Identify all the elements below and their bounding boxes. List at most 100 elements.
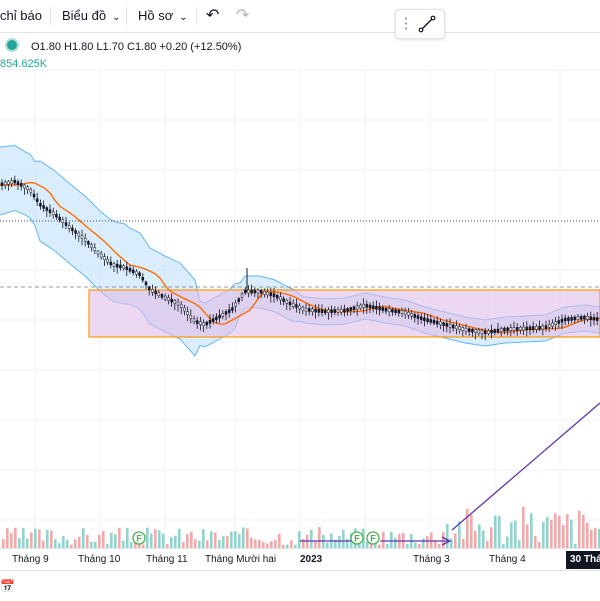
volume-bar [190,531,193,548]
candle-body [487,330,490,334]
candle-body [83,237,87,242]
candle-body [397,309,401,314]
candle-body [160,294,164,298]
volume-bar [122,540,125,548]
candle-body [407,311,410,316]
candle-body [48,209,52,213]
candle-body [592,316,596,321]
toolbar-divider [50,7,51,25]
candle-body [330,309,333,313]
volume-bar [150,533,153,548]
candle-body [231,307,234,311]
chevron-down-icon: ⌄ [179,12,188,23]
time-tick-label: Tháng 9 [12,554,49,565]
candle-body [256,289,260,294]
volume-bar [262,541,265,548]
candle-body [343,308,346,313]
volume-bar [550,520,553,548]
candle-body [51,211,55,216]
candle-body [115,263,119,268]
candle-body [279,296,282,301]
volume-bar [46,529,49,548]
candle-body [311,308,314,312]
volume-bar [250,537,253,548]
candle-body [227,309,231,313]
volume-bar [378,544,381,548]
candle-body [32,193,36,198]
volume-bar [346,539,349,548]
candle-body [333,309,337,313]
candle-body [503,327,506,332]
volume-bar [498,515,501,548]
volume-bar [502,543,505,548]
candle-body [243,289,247,294]
indicators-button[interactable]: chỉ báo [0,8,42,23]
volume-bar [266,543,269,548]
volume-bar [278,533,281,548]
candle-body [506,327,509,332]
candle-body [183,307,186,312]
candle-body [195,320,199,324]
volume-bar [182,542,185,548]
candle-body [298,305,301,310]
volume-bar [90,541,93,548]
undo-icon[interactable]: ↶ [206,7,220,24]
volume-bar [198,540,201,548]
event-marker-label: F [136,534,142,544]
volume-bar [110,532,113,548]
volume-bar [114,534,117,548]
redo-icon[interactable]: ↷ [236,7,250,24]
candle-body [368,304,372,309]
candle-body [26,186,29,190]
volume-bar [130,542,133,548]
candle-body [413,314,417,318]
volume-bar [158,530,161,548]
candle-body [221,313,225,317]
candle-body [551,322,554,327]
candle-body [499,328,503,332]
candle-body [352,306,356,310]
candle-body [23,184,26,189]
chart-menu-button[interactable]: Biểu đồ ⌄ [62,8,120,23]
volume-bar [578,510,581,548]
candle-body [589,316,593,321]
candle-body [474,329,477,333]
volume-bar [254,539,257,548]
volume-bar [562,525,565,548]
volume-bar [26,538,29,548]
candle-body [448,324,452,328]
volume-bar [494,515,497,548]
volume-bar [566,514,569,548]
volume-bar [86,534,89,548]
drag-handle-icon[interactable] [404,16,408,30]
volume-bar [514,520,517,548]
candle-body [141,276,145,281]
volume-bar [42,540,45,548]
candle-body [208,320,212,324]
candle-body [35,198,39,203]
volume-bar [590,529,593,548]
candle-body [93,247,97,252]
volume-bar [594,528,597,548]
volume-bar [18,538,21,548]
top-toolbar: chỉ báo Biểu đồ ⌄ Hồ sơ ⌄ ↶ ↷ [0,0,600,33]
brush-line-icon[interactable] [418,15,436,33]
candle-body [144,281,148,286]
calendar-icon[interactable]: 📅 [0,579,15,593]
volume-bar [526,524,529,548]
candle-body [576,316,580,320]
candle-body [435,320,439,325]
time-axis[interactable]: Tháng 9 Tháng 10 Tháng 11 Tháng Mười hai 202… [0,548,600,571]
candle-body [109,261,113,266]
volume-bar [78,536,81,548]
candle-body [42,205,45,209]
candle-body [7,181,10,185]
volume-legend: 854.625K [0,58,47,70]
volume-bar [34,528,37,548]
volume-bar [474,530,477,548]
candle-body [375,306,378,310]
profile-menu-button[interactable]: Hồ sơ ⌄ [138,8,188,23]
toolbar-divider [126,7,127,25]
event-marker-icon [366,531,380,545]
